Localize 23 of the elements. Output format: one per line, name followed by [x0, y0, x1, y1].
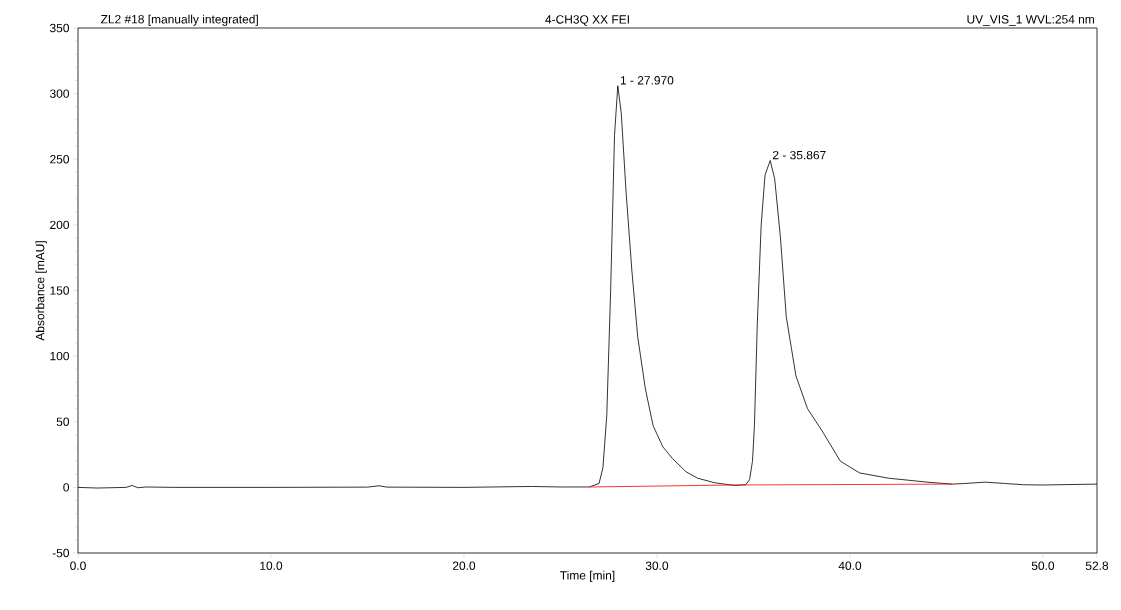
y-tick-label: 350 — [49, 23, 70, 33]
x-axis-title: Time [min] — [560, 570, 615, 582]
annotation: 2 - 35.867 — [772, 150, 826, 160]
y-tick-label: 0 — [63, 483, 70, 492]
text: UV_VIS_1 WVL:254 nm — [967, 15, 1094, 26]
x-tick-label: 20.0 — [452, 561, 476, 570]
x-tick-label: 50.0 — [1031, 561, 1055, 570]
annotation: 1 - 27.970 — [620, 76, 674, 85]
y-tick-label: 200 — [50, 220, 70, 230]
text: ZL2 #18 [manually integrated] — [100, 14, 258, 26]
x-tick-label: 0.0 — [70, 561, 86, 570]
x-tick-label: 52.8 — [1085, 561, 1109, 570]
y-tick-label: 100 — [50, 351, 70, 361]
y-tick-label: -50 — [52, 548, 70, 558]
x-tick-label: 30.0 — [645, 561, 669, 570]
y-axis-title: Absorbance [mAU] — [35, 241, 47, 341]
chart-title: 4-CH3Q XX FEI — [545, 15, 629, 26]
x-tick-label: 40.0 — [838, 561, 862, 570]
y-tick-label: 150 — [50, 286, 70, 295]
x-tick-label: 10.0 — [260, 561, 283, 570]
y-tick-label: 50 — [56, 417, 70, 426]
y-tick-label: 250 — [50, 155, 70, 164]
y-tick-label: 300 — [49, 89, 70, 98]
